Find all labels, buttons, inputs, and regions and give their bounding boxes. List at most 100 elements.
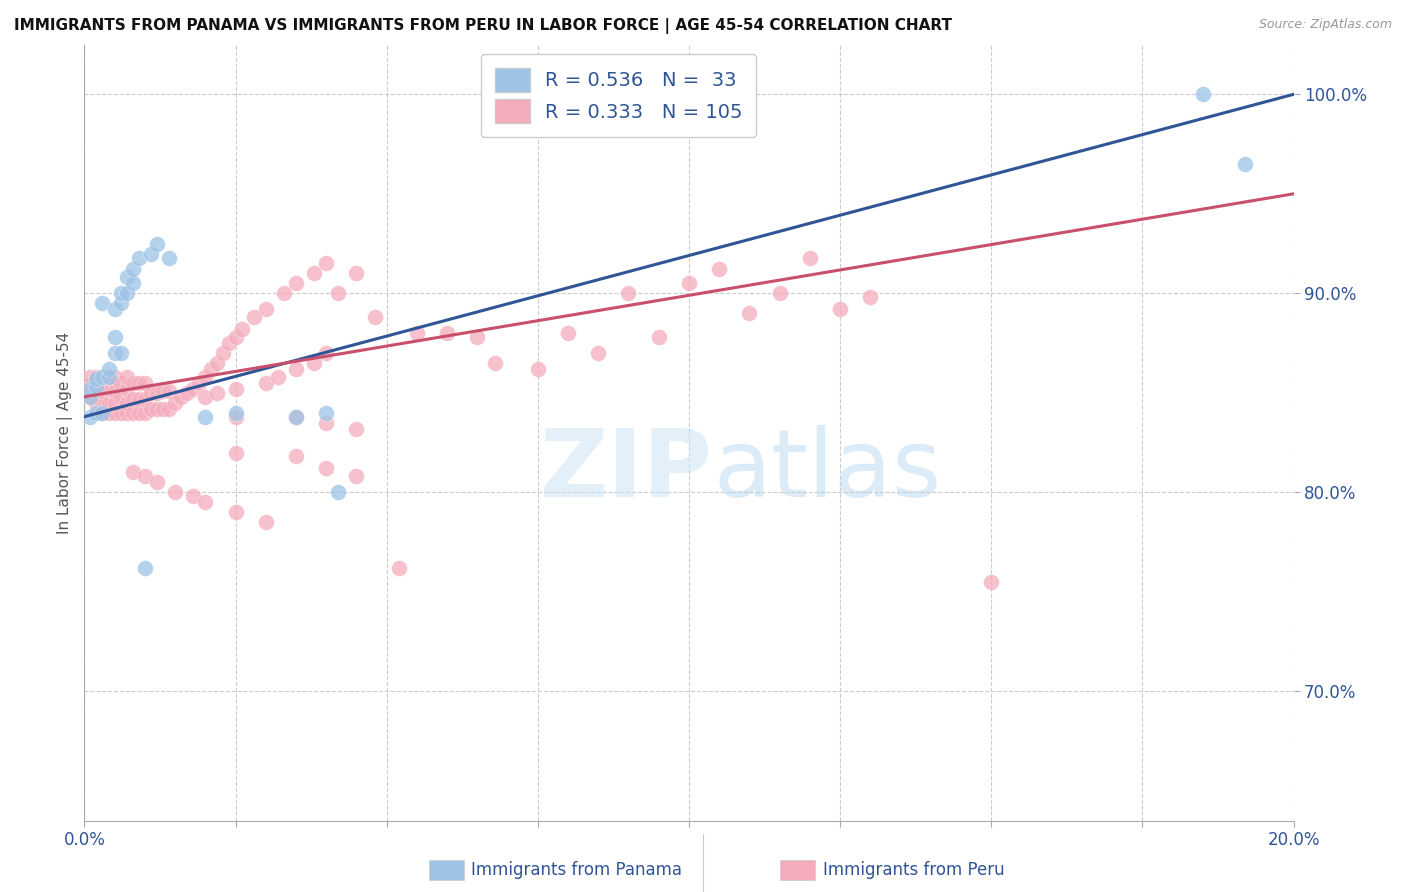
Point bbox=[128, 376, 150, 390]
Point bbox=[121, 392, 143, 406]
Point bbox=[194, 495, 217, 509]
Point bbox=[134, 406, 156, 420]
Point bbox=[188, 376, 211, 390]
Point bbox=[134, 561, 156, 575]
Point bbox=[678, 277, 700, 291]
Y-axis label: In Labor Force | Age 45-54: In Labor Force | Age 45-54 bbox=[58, 332, 73, 533]
Point bbox=[181, 382, 204, 396]
Point bbox=[225, 330, 247, 344]
Point bbox=[194, 390, 217, 404]
Point bbox=[139, 401, 162, 416]
Point bbox=[152, 401, 174, 416]
Point bbox=[315, 406, 337, 420]
Point bbox=[110, 286, 132, 301]
Point bbox=[315, 416, 337, 430]
Point bbox=[110, 346, 132, 360]
Text: ZIP: ZIP bbox=[540, 425, 713, 517]
Point bbox=[769, 286, 792, 301]
Point bbox=[284, 362, 308, 376]
Point bbox=[115, 270, 138, 285]
Point bbox=[484, 356, 506, 370]
Point bbox=[91, 370, 114, 384]
Point bbox=[79, 409, 101, 424]
Point bbox=[163, 396, 186, 410]
Point bbox=[225, 445, 247, 459]
Point bbox=[647, 330, 671, 344]
Point bbox=[110, 406, 132, 420]
Point bbox=[91, 296, 114, 310]
Point bbox=[110, 296, 132, 310]
Point bbox=[225, 406, 247, 420]
Point bbox=[79, 390, 101, 404]
Point bbox=[79, 382, 101, 396]
Point bbox=[86, 384, 108, 398]
Point bbox=[146, 385, 169, 400]
Point bbox=[157, 401, 180, 416]
Point bbox=[104, 330, 127, 344]
Point bbox=[121, 262, 143, 277]
Point bbox=[91, 406, 114, 420]
Point bbox=[363, 310, 385, 325]
Point bbox=[284, 409, 308, 424]
Point bbox=[91, 384, 114, 398]
Point bbox=[830, 302, 852, 317]
Point bbox=[128, 392, 150, 406]
Point bbox=[121, 277, 143, 291]
Point bbox=[134, 376, 156, 390]
Point bbox=[346, 469, 368, 483]
Point bbox=[346, 422, 368, 436]
Text: IMMIGRANTS FROM PANAMA VS IMMIGRANTS FROM PERU IN LABOR FORCE | AGE 45-54 CORREL: IMMIGRANTS FROM PANAMA VS IMMIGRANTS FRO… bbox=[14, 18, 952, 34]
Point bbox=[273, 286, 295, 301]
Point bbox=[284, 450, 308, 464]
Point bbox=[128, 406, 150, 420]
Point bbox=[97, 362, 120, 376]
Point bbox=[104, 346, 127, 360]
Point bbox=[218, 336, 240, 351]
Point bbox=[346, 267, 368, 281]
Point bbox=[231, 322, 253, 336]
Point bbox=[284, 409, 308, 424]
Point bbox=[86, 380, 108, 394]
Point bbox=[225, 409, 247, 424]
Point bbox=[91, 406, 114, 420]
Point bbox=[157, 384, 180, 398]
Point bbox=[97, 406, 120, 420]
Point bbox=[146, 236, 169, 251]
Point bbox=[91, 370, 114, 384]
Point bbox=[738, 306, 761, 320]
Point bbox=[97, 370, 120, 384]
Legend: R = 0.536   N =  33, R = 0.333   N = 105: R = 0.536 N = 33, R = 0.333 N = 105 bbox=[481, 54, 756, 136]
Point bbox=[152, 384, 174, 398]
Point bbox=[557, 326, 579, 340]
Point bbox=[526, 362, 548, 376]
Point bbox=[328, 485, 350, 500]
Point bbox=[110, 390, 132, 404]
Point bbox=[328, 286, 350, 301]
Point bbox=[115, 286, 138, 301]
Point bbox=[200, 362, 222, 376]
Point bbox=[115, 406, 138, 420]
Point bbox=[302, 267, 325, 281]
Point bbox=[315, 256, 337, 270]
Point bbox=[121, 376, 143, 390]
Point bbox=[176, 385, 198, 400]
Point bbox=[225, 382, 247, 396]
Point bbox=[588, 346, 610, 360]
Text: Immigrants from Peru: Immigrants from Peru bbox=[823, 861, 1004, 879]
Point bbox=[267, 370, 290, 384]
Text: Immigrants from Panama: Immigrants from Panama bbox=[471, 861, 682, 879]
Point bbox=[225, 505, 247, 519]
Point bbox=[134, 392, 156, 406]
Point bbox=[157, 251, 180, 265]
Point bbox=[139, 385, 162, 400]
Point bbox=[315, 346, 337, 360]
Point bbox=[86, 396, 108, 410]
Point bbox=[128, 251, 150, 265]
Point bbox=[302, 356, 325, 370]
Point bbox=[97, 370, 120, 384]
Point bbox=[207, 385, 229, 400]
Point bbox=[104, 384, 127, 398]
Point bbox=[980, 574, 1002, 589]
Point bbox=[110, 376, 132, 390]
Point bbox=[406, 326, 429, 340]
